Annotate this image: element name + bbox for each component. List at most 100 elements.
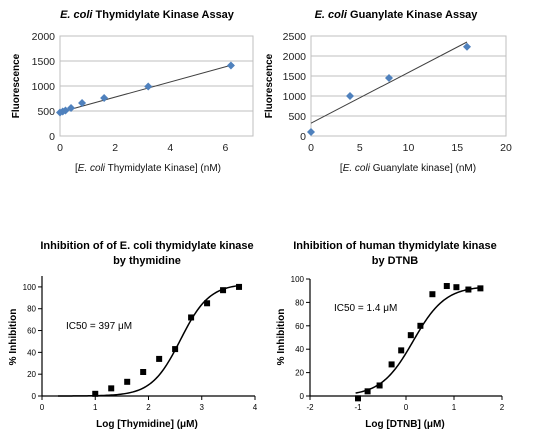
- x-tick-label: 1: [93, 403, 98, 412]
- x-tick-label: 5: [357, 142, 363, 154]
- data-point: [376, 382, 383, 389]
- x-axis-label: Log [Thymidine] (μM): [96, 419, 198, 430]
- x-tick-label: 2: [500, 403, 505, 412]
- data-point: [172, 346, 179, 353]
- ic50-annotation: IC50 = 397 μM: [66, 321, 132, 332]
- x-label-part: Guanylate kinase] (nM): [370, 163, 476, 174]
- x-tick-label: 2: [146, 403, 151, 412]
- chart-title: E. coli Guanylate Kinase Assay: [315, 9, 479, 21]
- x-tick-label: 15: [451, 142, 463, 154]
- data-point: [226, 61, 235, 70]
- data-point: [429, 291, 436, 298]
- x-tick-label: 20: [500, 142, 512, 154]
- x-tick-label: 3: [200, 403, 205, 412]
- x-tick-label: 0: [308, 142, 314, 154]
- chart-title: E. coli Thymidylate Kinase Assay: [60, 9, 235, 21]
- data-point: [140, 369, 147, 375]
- data-point: [443, 283, 450, 290]
- data-point: [236, 283, 243, 290]
- y-axis-label: Fluorescence: [11, 53, 22, 118]
- data-point: [204, 300, 211, 307]
- thymidine-inhibition-chart: Inhibition of of E. coli thymidylate kin…: [8, 240, 258, 430]
- x-tick-label: -1: [354, 403, 362, 412]
- data-point: [100, 94, 109, 102]
- x-tick-label: 0: [404, 403, 409, 412]
- chart-title-line-2: by thymidine: [113, 255, 181, 267]
- x-label-part: [: [75, 163, 78, 174]
- data-point: [92, 390, 99, 397]
- y-tick-label: 0: [300, 392, 305, 401]
- y-tick-label: 100: [291, 275, 305, 284]
- data-point: [108, 385, 115, 392]
- y-tick-label: 1000: [32, 81, 56, 93]
- data-point: [144, 82, 153, 91]
- y-axis-label: % Inhibition: [8, 309, 19, 366]
- x-tick-label: 0: [57, 142, 63, 154]
- plot-frame: [310, 35, 507, 137]
- data-point: [346, 92, 354, 100]
- dtnb-inhibition-chart: Inhibition of human thymidylate kinase b…: [276, 240, 505, 430]
- x-tick-label: 4: [253, 403, 258, 412]
- x-tick-label: 6: [223, 142, 229, 154]
- y-tick-label: 1500: [283, 71, 307, 83]
- data-point: [364, 388, 371, 395]
- data-point: [61, 106, 70, 115]
- title-rest: Thymidylate Kinase Assay: [92, 9, 234, 21]
- data-point: [220, 287, 227, 294]
- data-point: [307, 128, 315, 136]
- data-point: [188, 314, 195, 321]
- data-point: [355, 395, 361, 402]
- x-label-italic: E. coli: [78, 163, 106, 174]
- y-axis-label: Fluorescence: [264, 53, 275, 118]
- y-tick-label: 0: [300, 131, 306, 143]
- y-tick-label: 40: [295, 345, 304, 354]
- data-point: [477, 285, 484, 292]
- trendline: [310, 41, 468, 124]
- chart-title-line-2: by DTNB: [372, 255, 419, 267]
- x-axis-label: Log [DTNB] (μM): [365, 419, 444, 430]
- fit-curve: [57, 284, 242, 397]
- chart-title-line-1: Inhibition of of E. coli thymidylate kin…: [40, 240, 253, 252]
- x-tick-label: 0: [40, 403, 45, 412]
- title-italic: E. coli: [315, 9, 348, 21]
- x-label-part: [: [340, 163, 343, 174]
- y-tick-label: 500: [37, 106, 55, 118]
- x-tick-label: 10: [403, 142, 415, 154]
- y-tick-label: 60: [27, 327, 36, 336]
- thymidylate-kinase-assay-chart: E. coli Thymidylate Kinase Assay 0 500 100…: [11, 9, 254, 174]
- y-tick-label: 2000: [32, 31, 56, 43]
- y-tick-label: 20: [295, 369, 304, 378]
- data-point: [156, 355, 163, 362]
- data-point: [417, 322, 424, 329]
- y-tick-label: 500: [288, 111, 306, 123]
- chart-title-line-1: Inhibition of human thymidylate kinase: [293, 240, 497, 252]
- data-point: [78, 99, 87, 107]
- ic50-annotation: IC50 = 1.4 μM: [334, 303, 397, 314]
- x-axis-label: [E. coli Guanylate kinase] (nM): [340, 163, 476, 174]
- x-tick-label: -2: [306, 403, 314, 412]
- y-tick-label: 2500: [283, 31, 307, 43]
- data-point: [385, 74, 393, 82]
- y-tick-label: 1000: [283, 91, 307, 103]
- x-tick-label: 1: [452, 403, 457, 412]
- x-tick-label: 2: [112, 142, 118, 154]
- y-tick-label: 60: [295, 322, 304, 331]
- data-point: [388, 361, 395, 368]
- data-point: [463, 42, 471, 51]
- data-point: [124, 378, 131, 385]
- data-point: [398, 347, 405, 354]
- y-tick-label: 0: [49, 131, 55, 143]
- y-tick-label: 40: [27, 348, 36, 357]
- x-tick-label: 4: [167, 142, 173, 154]
- y-tick-label: 100: [23, 283, 37, 292]
- y-tick-label: 20: [27, 370, 36, 379]
- x-label-part: Thymidylate Kinase] (nM): [105, 163, 221, 174]
- x-label-italic: E. coli: [343, 163, 371, 174]
- title-rest: Guanylate Kinase Assay: [347, 9, 478, 21]
- y-tick-label: 80: [295, 298, 304, 307]
- y-tick-label: 80: [27, 305, 36, 314]
- y-tick-label: 2000: [283, 51, 307, 63]
- y-tick-label: 1500: [32, 56, 56, 68]
- y-tick-label: 0: [32, 392, 37, 401]
